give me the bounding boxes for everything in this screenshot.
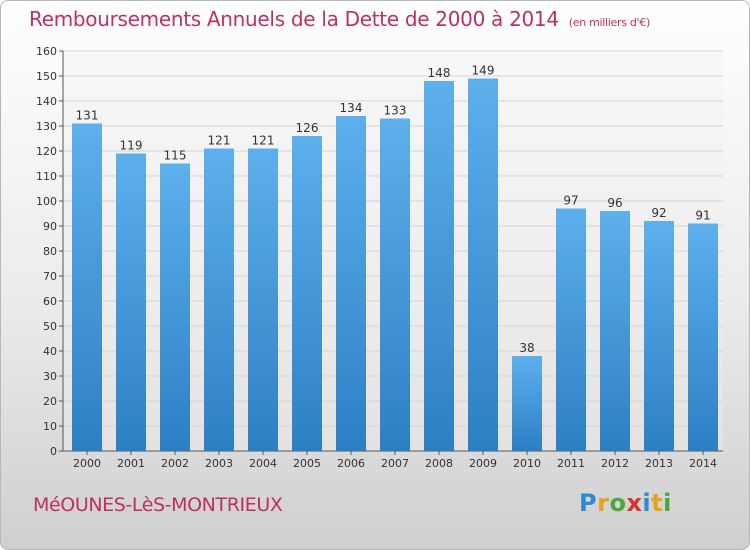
- y-tick-label: 40: [43, 345, 57, 358]
- data-label: 126: [296, 121, 319, 135]
- bar: [160, 163, 190, 451]
- y-tick-label: 0: [50, 445, 57, 458]
- x-tick-label: 2014: [689, 457, 717, 470]
- data-label: 148: [428, 66, 451, 80]
- bar: [600, 211, 630, 451]
- x-tick-label: 2005: [293, 457, 321, 470]
- data-label: 121: [208, 134, 231, 148]
- x-tick-label: 2009: [469, 457, 497, 470]
- bar: [336, 116, 366, 451]
- x-tick-label: 2012: [601, 457, 629, 470]
- data-label: 121: [252, 134, 275, 148]
- data-label: 115: [164, 149, 187, 163]
- x-tick-label: 2013: [645, 457, 673, 470]
- x-tick-label: 2004: [249, 457, 277, 470]
- chart-title-text: Remboursements Annuels de la Dette de 20…: [29, 7, 559, 31]
- proxiti-logo[interactable]: Proxiti: [579, 489, 672, 517]
- data-label: 91: [695, 209, 710, 223]
- bar: [292, 136, 322, 451]
- bar: [424, 81, 454, 451]
- y-tick-label: 50: [43, 320, 57, 333]
- y-tick-label: 120: [36, 145, 57, 158]
- data-label: 92: [651, 206, 666, 220]
- logo-letter: x: [626, 489, 643, 517]
- data-label: 38: [519, 341, 534, 355]
- x-tick-label: 2006: [337, 457, 365, 470]
- x-tick-label: 2008: [425, 457, 453, 470]
- bar: [468, 78, 498, 451]
- logo-letter: P: [579, 489, 598, 517]
- y-tick-label: 10: [43, 420, 57, 433]
- x-tick-label: 2001: [117, 457, 145, 470]
- bar: [116, 153, 146, 451]
- data-label: 133: [384, 104, 407, 118]
- y-tick-label: 160: [36, 45, 57, 58]
- y-tick-label: 70: [43, 270, 57, 283]
- bar: [644, 221, 674, 451]
- data-label: 97: [563, 194, 578, 208]
- y-tick-label: 130: [36, 120, 57, 133]
- x-tick-label: 2010: [513, 457, 541, 470]
- y-tick-label: 60: [43, 295, 57, 308]
- data-label: 149: [472, 64, 495, 78]
- chart-title: Remboursements Annuels de la Dette de 20…: [29, 7, 650, 31]
- chart-subtitle: (en milliers d'€): [568, 16, 650, 29]
- logo-letter: t: [651, 489, 664, 517]
- bar: [556, 208, 586, 451]
- x-tick-label: 2003: [205, 457, 233, 470]
- logo-letter: i: [642, 489, 652, 517]
- y-tick-label: 150: [36, 70, 57, 83]
- y-tick-label: 30: [43, 370, 57, 383]
- y-tick-label: 80: [43, 245, 57, 258]
- x-tick-label: 2000: [73, 457, 101, 470]
- x-tick-label: 2007: [381, 457, 409, 470]
- bar: [248, 148, 278, 451]
- data-label: 134: [340, 101, 363, 115]
- bar: [512, 356, 542, 451]
- bar: [72, 123, 102, 451]
- y-tick-label: 140: [36, 95, 57, 108]
- y-tick-label: 20: [43, 395, 57, 408]
- y-tick-label: 110: [36, 170, 57, 183]
- x-tick-label: 2011: [557, 457, 585, 470]
- data-label: 96: [607, 196, 622, 210]
- logo-letter: r: [597, 489, 610, 517]
- y-tick-label: 100: [36, 195, 57, 208]
- bar: [204, 148, 234, 451]
- logo-letter: i: [663, 489, 672, 517]
- data-label: 131: [76, 109, 99, 123]
- logo-letter: o: [609, 489, 627, 517]
- x-tick-label: 2002: [161, 457, 189, 470]
- data-label: 119: [120, 139, 143, 153]
- bar: [688, 223, 718, 451]
- y-tick-label: 90: [43, 220, 57, 233]
- commune-name: MéOUNES-LèS-MONTRIEUX: [33, 494, 283, 516]
- bar: [380, 118, 410, 451]
